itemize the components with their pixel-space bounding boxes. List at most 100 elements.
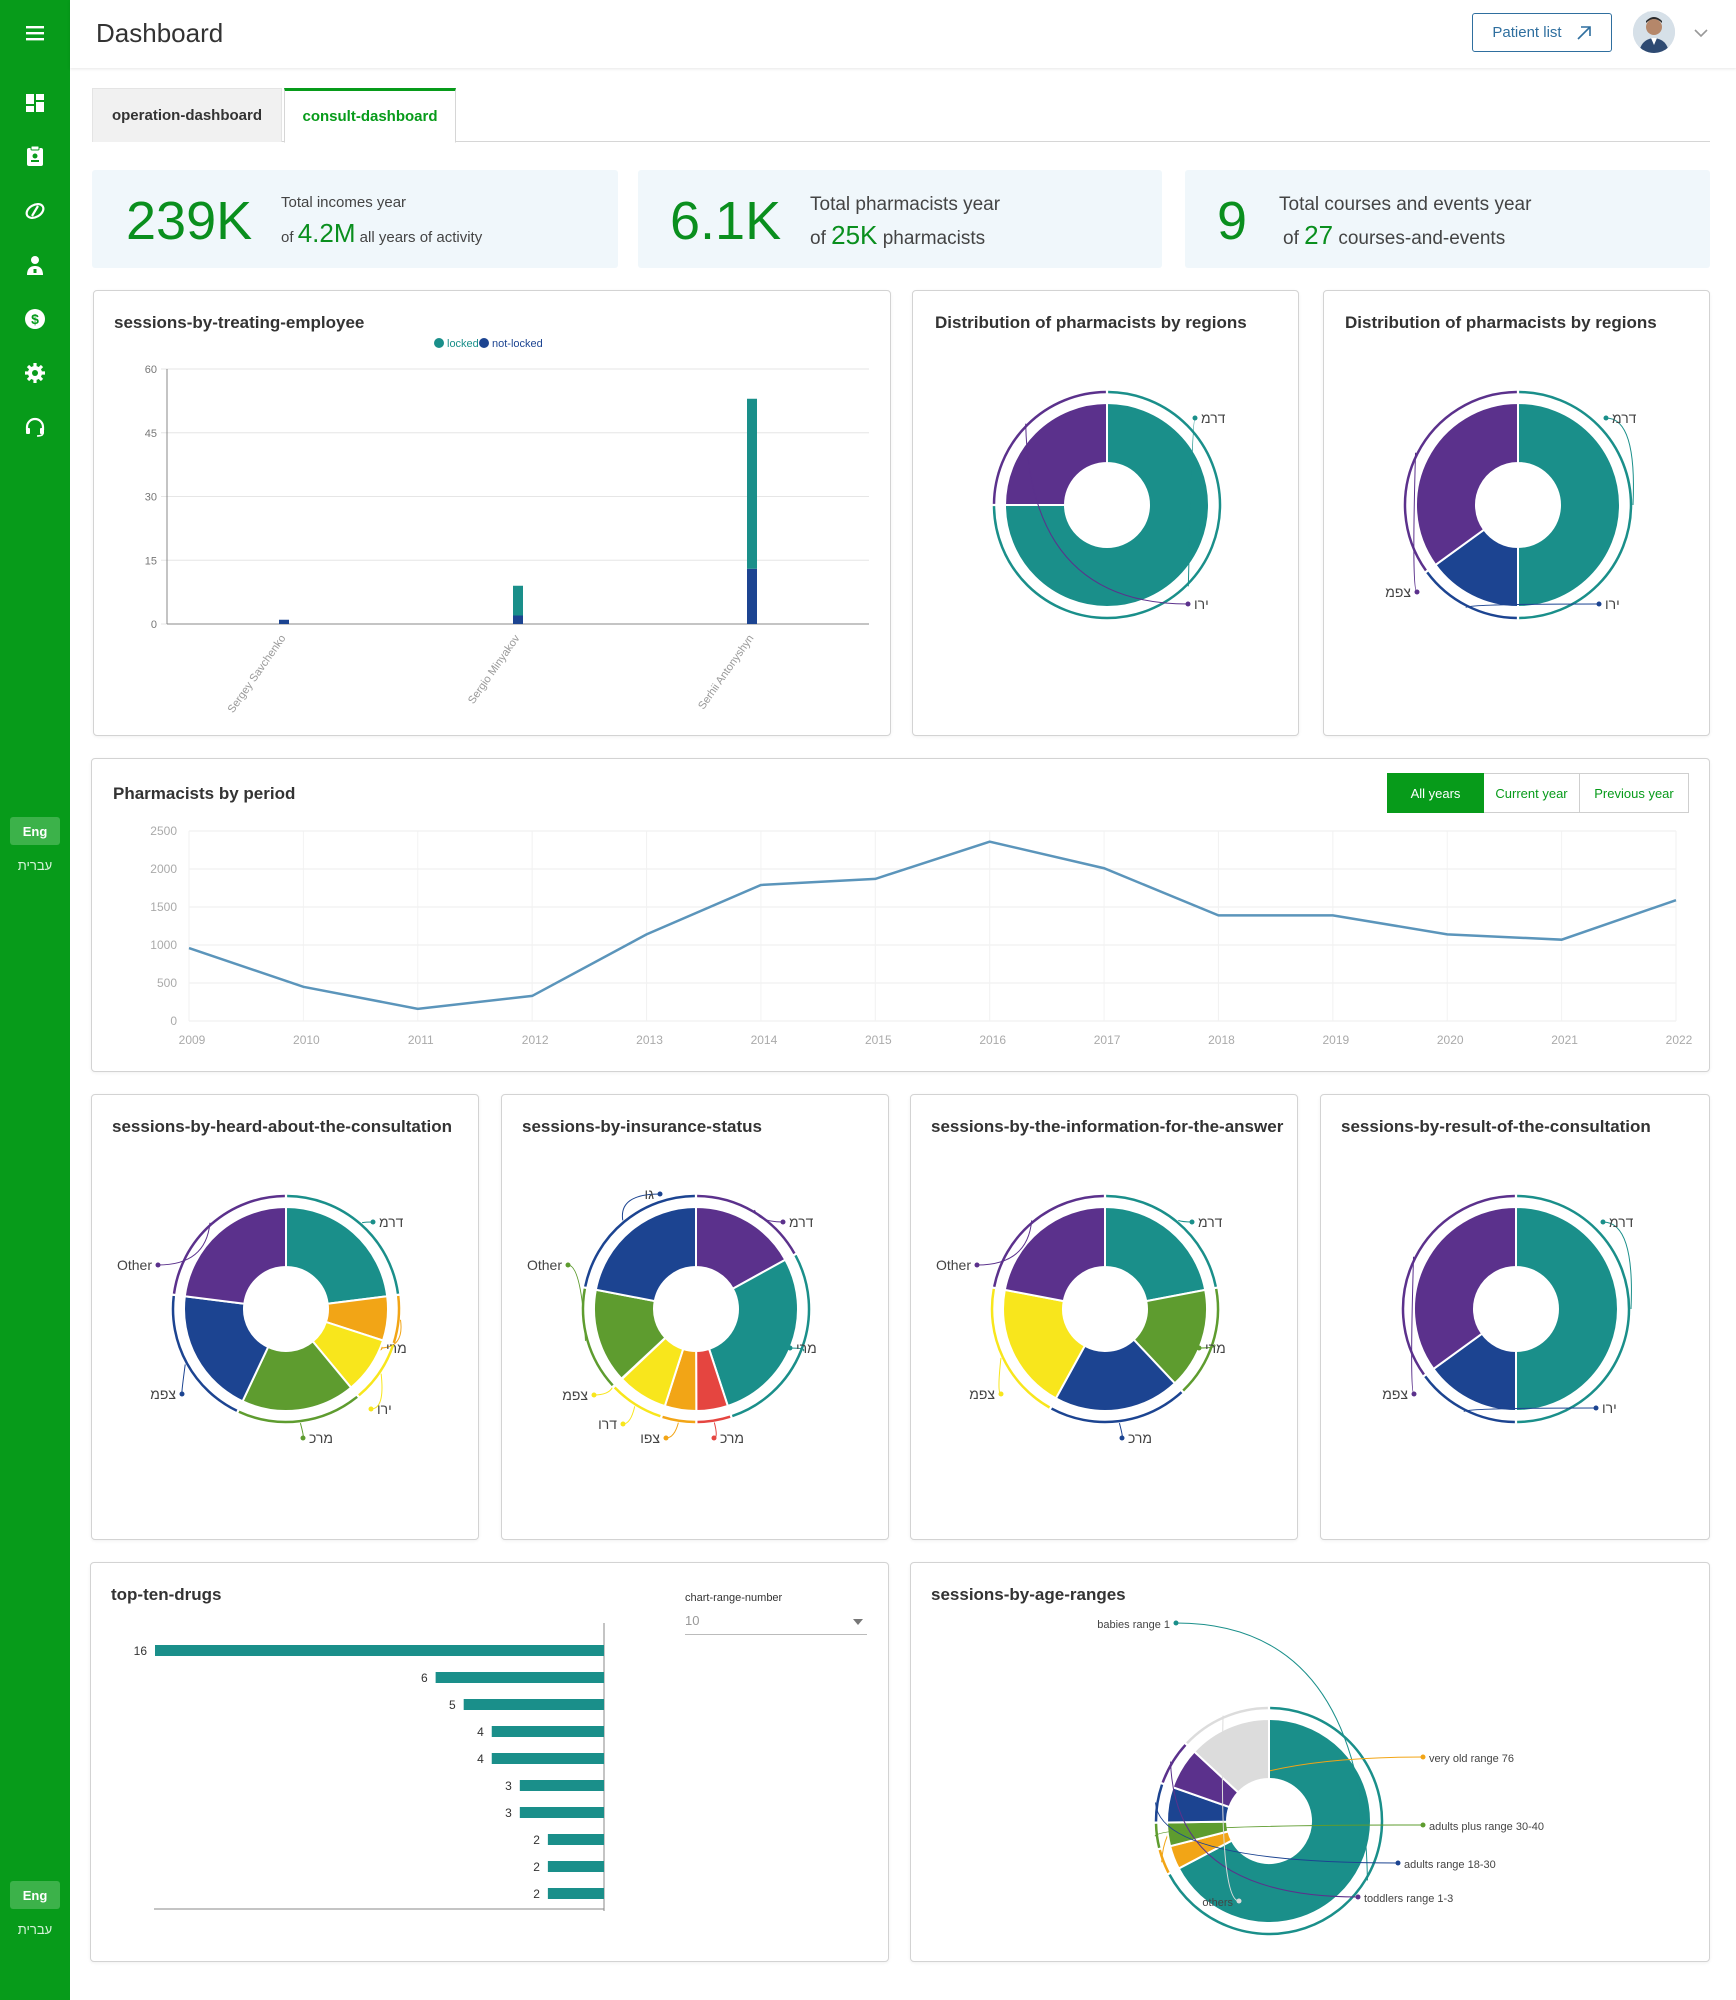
label-dot <box>1236 1898 1242 1904</box>
slice-label: מרכ <box>309 1430 333 1446</box>
pill-icon[interactable] <box>20 196 50 226</box>
label-dot <box>591 1392 597 1398</box>
x-tick-label: 2022 <box>1666 1033 1693 1047</box>
filter-previous-year-button[interactable]: Previous year <box>1580 773 1689 813</box>
tab-operation-dashboard[interactable]: operation-dashboard <box>92 88 282 142</box>
drug-bar <box>491 1753 604 1764</box>
menu-icon[interactable] <box>20 18 50 48</box>
donut-ring-arc <box>287 1194 400 1294</box>
label-dot <box>1596 601 1602 607</box>
period-line-chart: 0 500 1000 1500 2000 2500 2009 2010 2011 2012 2013… <box>150 824 1693 1047</box>
donut-ring-arc <box>992 390 1222 620</box>
x-tick-label: 2014 <box>751 1033 778 1047</box>
donut-slice <box>1517 401 1621 609</box>
x-tick-label: 2009 <box>179 1033 206 1047</box>
slice-label: adults plus range 30-40 <box>1429 1821 1544 1833</box>
label-leader <box>1602 1221 1632 1310</box>
information-card: sessions-by-the-information-for-the-answ… <box>910 1094 1298 1540</box>
label-leader <box>665 1422 679 1439</box>
y-tick-label: 500 <box>157 976 177 990</box>
clipboard-icon[interactable] <box>20 141 50 171</box>
filter-current-year-button[interactable]: Current year <box>1484 773 1580 813</box>
chart-title: sessions-by-treating-employee <box>114 313 365 332</box>
label-leader <box>1154 1824 1424 1837</box>
label-dot <box>1420 1754 1426 1760</box>
patient-list-button[interactable]: Patient list <box>1472 13 1612 52</box>
label-leader <box>1465 603 1600 608</box>
x-tick-label: 2017 <box>1094 1033 1121 1047</box>
kpi-sub-value: 27 <box>1304 220 1334 250</box>
kpi-sub-value: 25K <box>831 220 878 250</box>
donut-ring-arc <box>697 1415 731 1424</box>
gear-icon[interactable] <box>20 358 50 388</box>
slice-label: מרכ <box>720 1430 744 1446</box>
tab-consult-dashboard[interactable]: consult-dashboard <box>284 88 456 143</box>
label-leader <box>157 1222 211 1266</box>
slice-label: toddlers range 1-3 <box>1364 1893 1453 1905</box>
label-leader <box>1187 417 1196 587</box>
donut-ring-arc <box>1401 1194 1515 1376</box>
donut-slice <box>183 1205 287 1305</box>
slice-label: ירו <box>1194 596 1209 612</box>
y-tick-label: 2500 <box>150 824 177 838</box>
label-dot <box>787 1345 793 1351</box>
donut-ring-arc <box>1186 1706 1268 1745</box>
donut-ring-arc <box>1050 1391 1183 1424</box>
language-english-button[interactable]: Eng <box>10 817 60 845</box>
period-filter: All years Current year Previous year <box>1387 773 1689 813</box>
chart-title: Distribution of pharmacists by regions <box>1345 313 1657 332</box>
drug-bar <box>463 1699 604 1710</box>
x-tick-label: Serhii Antonyshyn <box>696 633 756 712</box>
bar-value-label: 2 <box>533 1860 540 1874</box>
chevron-down-icon[interactable] <box>1692 24 1710 42</box>
bar-segment <box>513 615 523 624</box>
avatar[interactable] <box>1633 11 1675 53</box>
headset-icon[interactable] <box>20 412 50 442</box>
bar-value-label: 6 <box>421 1671 428 1685</box>
label-dot <box>1411 1391 1417 1397</box>
label-dot <box>155 1262 161 1268</box>
range-select[interactable]: 10 <box>685 1607 867 1635</box>
language-english-button-bottom[interactable]: Eng <box>10 1881 60 1909</box>
label-leader <box>976 1220 1033 1266</box>
x-tick-label: 2015 <box>865 1033 892 1047</box>
legend-label: locked <box>447 338 479 350</box>
label-dot <box>1414 589 1420 595</box>
label-leader <box>593 1387 613 1396</box>
label-dot <box>657 1191 663 1197</box>
donut-slice <box>1104 1205 1207 1303</box>
drug-bar <box>547 1834 604 1845</box>
donut-slice <box>241 1339 353 1412</box>
label-dot <box>1593 1405 1599 1411</box>
slice-label: צפמ <box>1385 584 1411 600</box>
slice-label: צפמ <box>150 1386 176 1402</box>
donut-slice <box>707 1258 799 1408</box>
pharmacist-icon[interactable] <box>20 250 50 280</box>
kpi-label: Total pharmacists year <box>810 194 1001 215</box>
regions-card-1: Distribution of pharmacists by regions ד… <box>912 290 1299 736</box>
x-tick-label: 2019 <box>1322 1033 1349 1047</box>
page-title: Dashboard <box>96 18 224 48</box>
caret-down-icon <box>853 1619 863 1625</box>
label-dot <box>1600 1219 1606 1225</box>
label-leader <box>1170 1761 1359 1898</box>
x-tick-label: 2021 <box>1551 1033 1578 1047</box>
donut-ring-arc <box>171 1295 238 1412</box>
language-hebrew-button-bottom[interactable]: עברית <box>17 1922 53 1937</box>
y-tick-label: 1000 <box>150 938 177 952</box>
donut-ring-arc <box>1154 1823 1161 1849</box>
kpi-card-pharmacists: 6.1K Total pharmacists year of 25K pharm… <box>638 170 1162 268</box>
bar-value-label: 4 <box>477 1725 484 1739</box>
slice-label: דרמ <box>1612 410 1637 426</box>
label-dot <box>1355 1894 1361 1900</box>
language-hebrew-button[interactable]: עברית <box>17 858 53 873</box>
dollar-icon[interactable]: $ <box>20 304 50 334</box>
donut-ring-arc <box>613 1386 661 1418</box>
chart-title: Pharmacists by period <box>113 784 296 803</box>
age-ranges-card: sessions-by-age-ranges babies range 1 ver… <box>910 1562 1710 1962</box>
x-tick-label: 2011 <box>408 1033 434 1047</box>
filter-all-years-button[interactable]: All years <box>1387 773 1484 813</box>
slice-label: ירו <box>377 1401 392 1417</box>
dashboard-icon[interactable] <box>20 88 50 118</box>
label-leader <box>1175 1622 1368 1881</box>
